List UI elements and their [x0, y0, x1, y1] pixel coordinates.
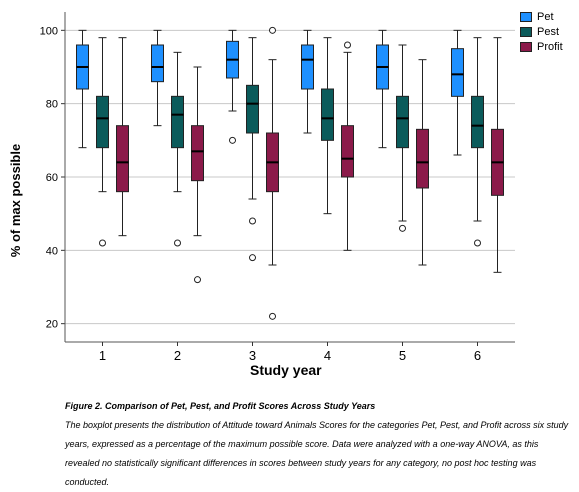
box-iqr [416, 128, 429, 189]
outlier-point [194, 276, 201, 284]
box-pet-year-2 [151, 29, 164, 127]
y-tick-label-60: 60 [46, 172, 58, 184]
outlier-point [269, 312, 276, 320]
box-pet-year-1 [76, 29, 89, 149]
x-tick-label-5: 5 [399, 348, 406, 363]
box-iqr [191, 125, 204, 182]
y-tick-label-40: 40 [46, 245, 58, 257]
boxplot-chart: 20 40 60 80 100 1 2 3 4 5 6 [40, 12, 515, 363]
box-profit-year-6 [491, 37, 504, 273]
outlier-point [249, 254, 256, 262]
box-pest-year-5 [396, 44, 409, 232]
legend-label-pet: Pet [537, 11, 554, 23]
legend-item-pest: Pest [520, 25, 563, 39]
figure-caption: Figure 2. Comparison of Pet, Pest, and P… [65, 397, 575, 492]
box-iqr [321, 88, 334, 141]
box-series [76, 26, 504, 320]
outlier-point [229, 136, 236, 144]
caption-body: The boxplot presents the distribution of… [65, 420, 569, 487]
axes: 20 40 60 80 100 1 2 3 4 5 6 [40, 12, 515, 363]
legend-item-pet: Pet [520, 10, 563, 24]
chart-legend: Pet Pest Profit [520, 10, 563, 55]
legend-swatch-pet [520, 12, 532, 22]
outlier-point [174, 239, 181, 247]
x-axis-title: Study year [250, 362, 322, 378]
box-pet-year-5 [376, 29, 389, 149]
box-iqr [341, 125, 354, 178]
box-iqr [116, 125, 129, 193]
box-iqr [171, 95, 184, 149]
box-pest-year-2 [171, 51, 184, 247]
box-pest-year-6 [471, 37, 484, 247]
box-iqr [151, 44, 164, 83]
x-tick-label-1: 1 [99, 348, 106, 363]
y-tick-label-20: 20 [46, 319, 58, 331]
box-pest-year-1 [96, 37, 109, 247]
box-iqr [471, 95, 484, 149]
outlier-point [344, 41, 351, 49]
x-tick-label-3: 3 [249, 348, 256, 363]
outlier-point [269, 26, 276, 34]
box-pet-year-3 [226, 29, 239, 144]
legend-item-profit: Profit [520, 40, 563, 54]
legend-label-pest: Pest [537, 26, 560, 38]
gridlines [65, 29, 515, 325]
box-pest-year-4 [321, 37, 334, 215]
outlier-point [399, 224, 406, 232]
box-pest-year-3 [246, 37, 259, 262]
outlier-point [474, 239, 481, 247]
caption-title: Figure 2. Comparison of Pet, Pest, and P… [65, 401, 376, 411]
outlier-point [99, 239, 106, 247]
y-tick-label-100: 100 [40, 25, 58, 37]
y-tick-label-80: 80 [46, 99, 58, 111]
y-axis-title-text: % of max possible [8, 143, 24, 257]
box-profit-year-4 [341, 41, 354, 251]
legend-swatch-profit [520, 42, 532, 52]
box-iqr [96, 95, 109, 149]
y-axis-title: % of max possible [6, 125, 26, 275]
legend-label-profit: Profit [537, 41, 563, 53]
box-pet-year-6 [451, 29, 464, 156]
box-pet-year-4 [301, 29, 314, 134]
box-iqr [396, 95, 409, 149]
x-tick-label-6: 6 [474, 348, 481, 363]
x-tick-label-4: 4 [324, 348, 331, 363]
box-profit-year-2 [191, 66, 204, 284]
box-profit-year-5 [416, 59, 429, 266]
outlier-point [249, 217, 256, 225]
box-iqr [301, 44, 314, 90]
box-profit-year-1 [116, 37, 129, 237]
box-iqr [246, 84, 259, 134]
box-iqr [451, 48, 464, 97]
legend-swatch-pest [520, 27, 532, 37]
box-profit-year-3 [266, 26, 279, 320]
x-tick-label-2: 2 [174, 348, 181, 363]
